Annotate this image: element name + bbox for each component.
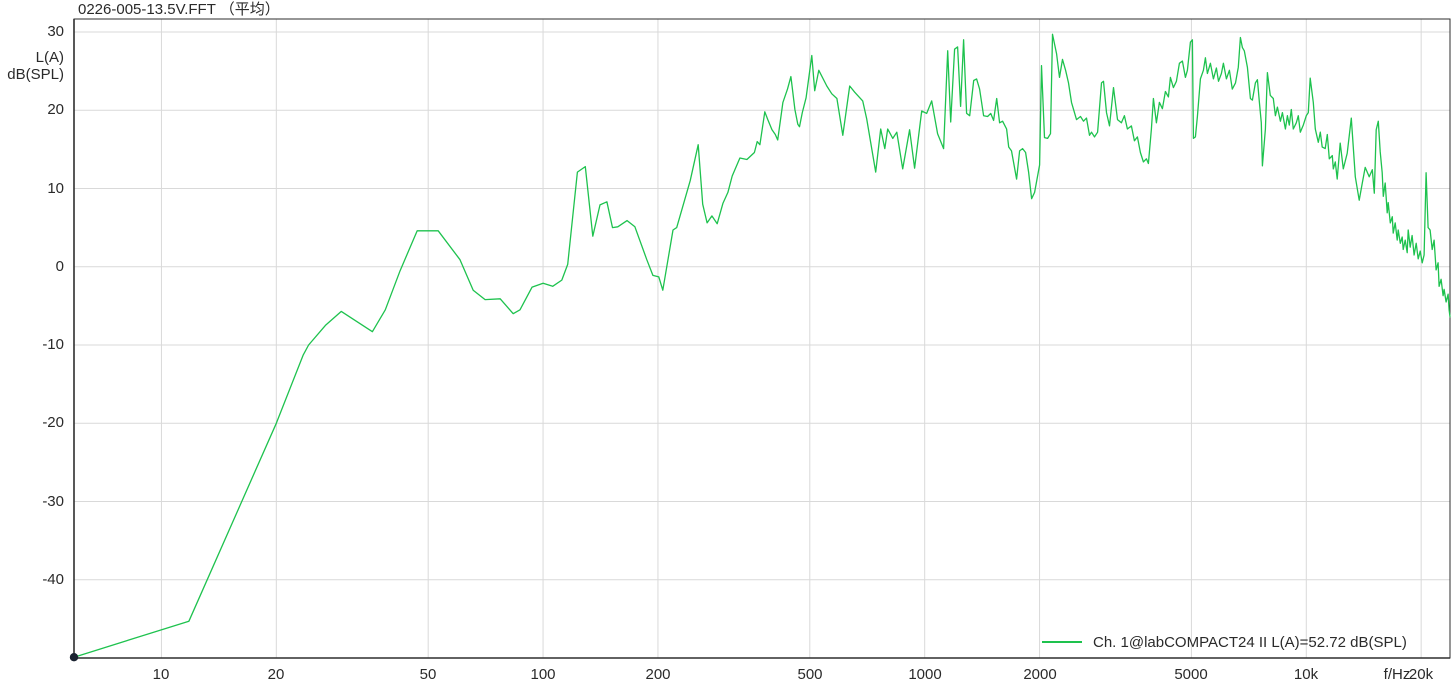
y-axis-unit-line2: dB(SPL)	[7, 66, 64, 83]
cursor-marker-dot[interactable]	[69, 653, 79, 662]
x-tick-label: 1000	[908, 666, 942, 683]
y-tick-label: 10	[47, 180, 64, 197]
x-tick-label: 200	[645, 666, 671, 683]
y-axis-unit-label: L(A) dB(SPL)	[0, 49, 64, 83]
x-tick-label: 20	[267, 666, 285, 683]
x-tick-label: 100	[530, 666, 556, 683]
x-tick-label: 10	[152, 666, 170, 683]
y-axis-unit-line1: L(A)	[35, 49, 64, 66]
page-title: 0226-005-13.5V.FFT （平均）	[78, 1, 280, 18]
y-tick-label: -40	[42, 571, 64, 588]
legend-line-swatch	[1042, 641, 1082, 643]
y-tick-label: 30	[47, 23, 64, 40]
fft-trace	[73, 33, 1451, 658]
y-tick-label: 0	[55, 258, 64, 275]
x-tick-label: 500	[797, 666, 823, 683]
x-tick-label: 20k	[1408, 666, 1434, 683]
x-tick-label: 10k	[1293, 666, 1319, 683]
x-tick-label: 50	[419, 666, 437, 683]
legend-entry[interactable]: Ch. 1@labCOMPACT24 II L(A)=52.72 dB(SPL)	[1042, 633, 1407, 651]
x-axis-unit-label: f/Hz	[1383, 666, 1411, 683]
y-tick-label: -20	[42, 414, 64, 431]
y-tick-label: -30	[42, 493, 64, 510]
legend-label: Ch. 1@labCOMPACT24 II L(A)=52.72 dB(SPL)	[1093, 633, 1407, 651]
y-tick-label: -10	[42, 336, 64, 353]
x-tick-label: 2000	[1023, 666, 1057, 683]
y-tick-label: 20	[47, 101, 64, 118]
plot-border	[73, 18, 1451, 659]
x-tick-label: 5000	[1174, 666, 1208, 683]
